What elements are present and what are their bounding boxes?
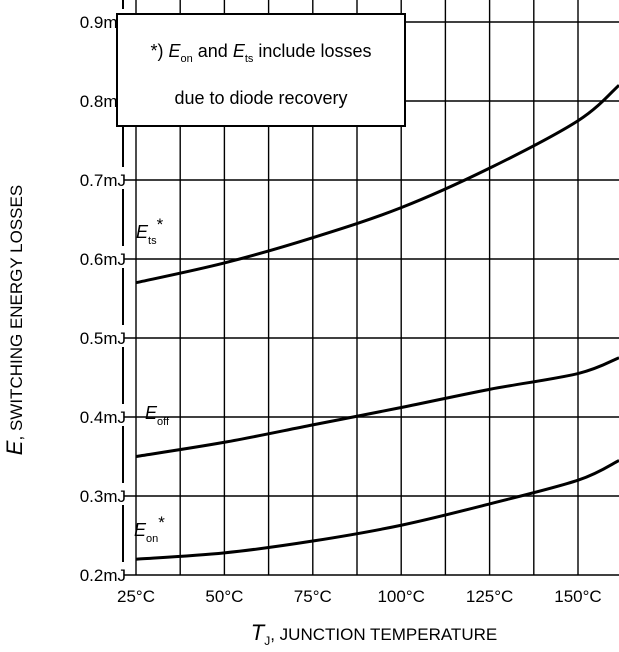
curve-eon [135,459,619,561]
eoff-label: Eoff [145,403,170,428]
y-tick-bg [52,88,124,110]
note-line-2: due to diode recovery [174,88,347,108]
x-tick-label: 25°C [117,587,155,606]
y-tick-label: 0.6mJ [80,250,126,269]
y-axis-title: E, SWITCHING ENERGY LOSSES [2,185,27,455]
ets-label: Ets* [136,215,164,247]
note-box: *) Eon and Ets include losses due to dio… [116,13,406,127]
x-tick-label: 50°C [205,587,243,606]
y-tick-label: 0.2mJ [80,566,126,585]
x-tick-label: 150°C [554,587,601,606]
x-axis-title: TJ, JUNCTION TEMPERATURE [251,620,497,648]
y-tick-label: 0.8mJ [80,92,126,111]
y-tick-bg [52,167,124,189]
y-tick-label: 0.4mJ [80,408,126,427]
eon-label: Eon* [134,513,165,545]
curve-ets [135,84,619,285]
curve-eoff [135,356,619,458]
note-box-frame [116,13,406,127]
x-tick-label: 125°C [466,587,513,606]
y-axis-ticks: 0.2mJ 0.3mJ 0.4mJ 0.5mJ 0.6mJ 0.7mJ 0.8mJ 0.9mJ [52,9,126,585]
x-tick-label: 100°C [377,587,424,606]
y-tick-bg [52,325,124,347]
y-tick-bg [52,9,124,31]
curve-labels: Ets* Eoff Eon* [134,215,170,545]
x-tick-label: 75°C [294,587,332,606]
y-tick-label: 0.5mJ [80,329,126,348]
y-tick-bg [52,246,124,268]
note-line-1: *) Eon and Ets include losses [151,41,372,65]
curves [135,84,619,561]
y-tick-bg [52,562,124,584]
y-tick-bg [52,404,124,426]
y-tick-label: 0.9mJ [80,13,126,32]
y-tick-label: 0.7mJ [80,171,126,190]
x-axis-ticks: 25°C 50°C 75°C 100°C 125°C 150°C [117,587,602,606]
y-tick-label: 0.3mJ [80,487,126,506]
y-tick-bg [52,483,124,505]
